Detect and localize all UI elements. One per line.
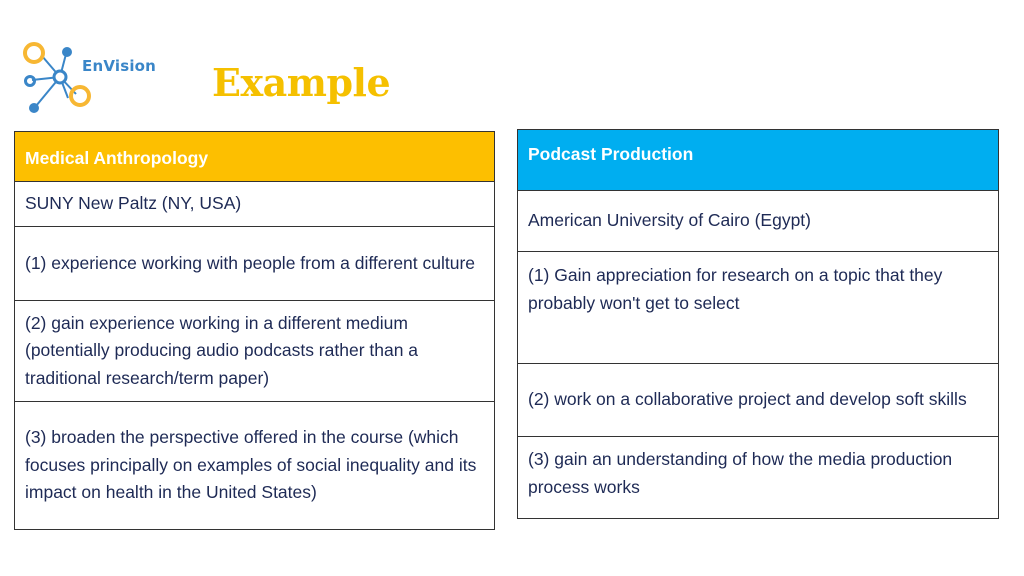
envision-logo-icon [23, 42, 91, 113]
left-table-row: SUNY New Paltz (NY, USA) [14, 181, 495, 227]
right-table-row: (1) Gain appreciation for research on a … [517, 251, 999, 364]
page-title: Example [212, 60, 391, 105]
left-table-row: (1) experience working with people from … [14, 226, 495, 301]
podcast-production-table: Podcast Production American University o… [517, 129, 999, 519]
right-table-row: (2) work on a collaborative project and … [517, 363, 999, 437]
right-table-row: American University of Cairo (Egypt) [517, 190, 999, 252]
brand-name: EnVision [82, 57, 157, 75]
left-table-row: (2) gain experience working in a differe… [14, 300, 495, 402]
right-table-row: (3) gain an understanding of how the med… [517, 436, 999, 519]
right-table-header: Podcast Production [517, 129, 999, 191]
medical-anthropology-table: Medical Anthropology SUNY New Paltz (NY,… [14, 131, 495, 530]
left-table-row: (3) broaden the perspective offered in t… [14, 401, 495, 530]
left-table-header: Medical Anthropology [14, 131, 495, 182]
